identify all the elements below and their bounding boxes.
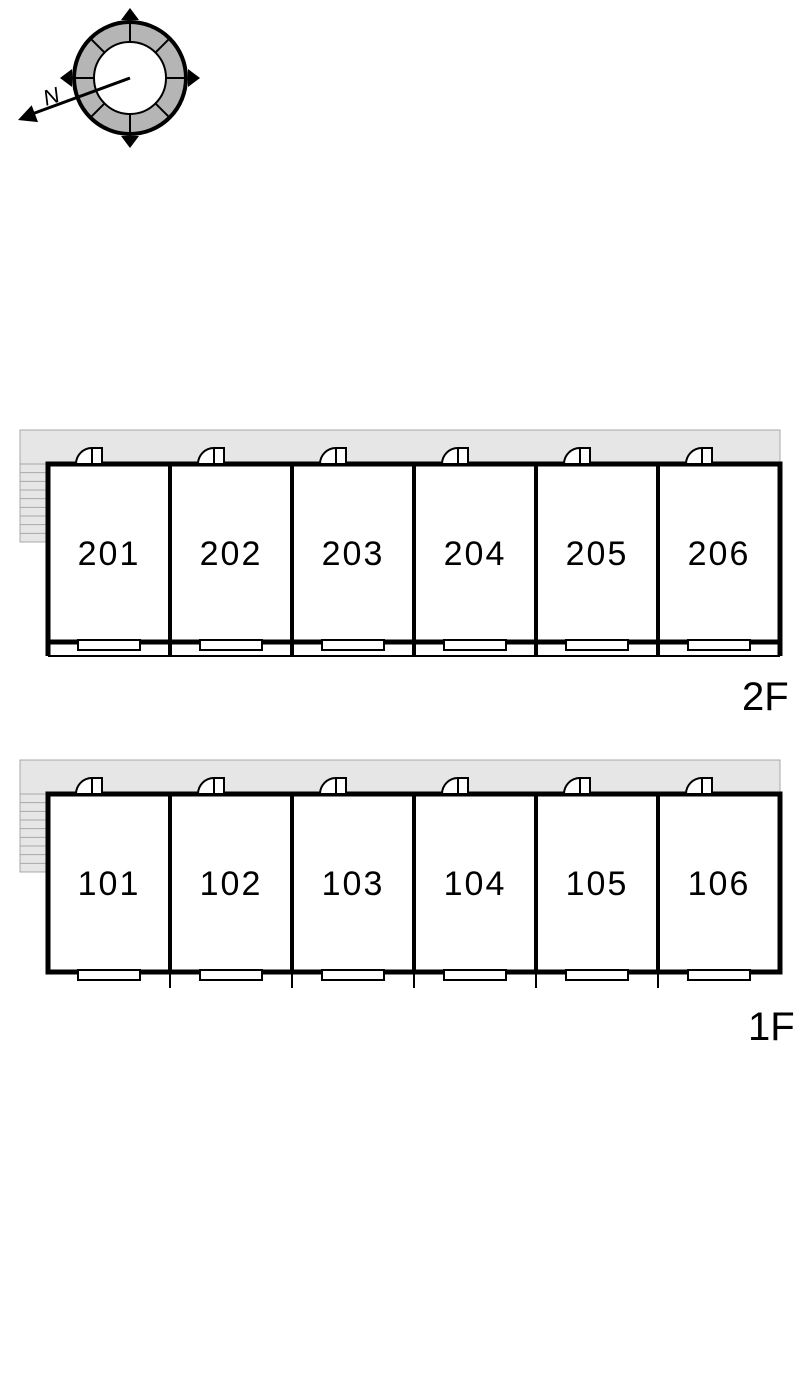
window-icon (78, 640, 140, 650)
unit-label: 105 (566, 865, 629, 903)
unit-label: 205 (566, 535, 629, 573)
unit-label: 203 (322, 535, 385, 573)
window-icon (566, 640, 628, 650)
unit-label: 106 (688, 865, 751, 903)
stair-icon (20, 794, 48, 872)
window-icon (200, 970, 262, 980)
unit-label: 101 (78, 865, 141, 903)
floor-label: 1F (748, 1005, 795, 1049)
window-icon (322, 640, 384, 650)
compass-rose: N (18, 8, 200, 148)
unit-label: 103 (322, 865, 385, 903)
floor-2F: 201 202 203 204 205 206 2F (20, 430, 789, 719)
window-icon (322, 970, 384, 980)
window-icon (688, 640, 750, 650)
unit-label: 206 (688, 535, 751, 573)
stair-icon (20, 464, 48, 542)
window-icon (444, 970, 506, 980)
unit-label: 102 (200, 865, 263, 903)
window-icon (566, 970, 628, 980)
window-icon (688, 970, 750, 980)
window-icon (200, 640, 262, 650)
unit-label: 201 (78, 535, 141, 573)
unit-label: 104 (444, 865, 507, 903)
compass-n-label: N (40, 82, 63, 111)
window-icon (78, 970, 140, 980)
corridor (20, 430, 780, 464)
floor-1F: 101 102 103 104 105 106 1F (20, 760, 795, 1049)
unit-label: 204 (444, 535, 507, 573)
window-icon (444, 640, 506, 650)
floor-label: 2F (742, 675, 789, 719)
corridor (20, 760, 780, 794)
unit-label: 202 (200, 535, 263, 573)
